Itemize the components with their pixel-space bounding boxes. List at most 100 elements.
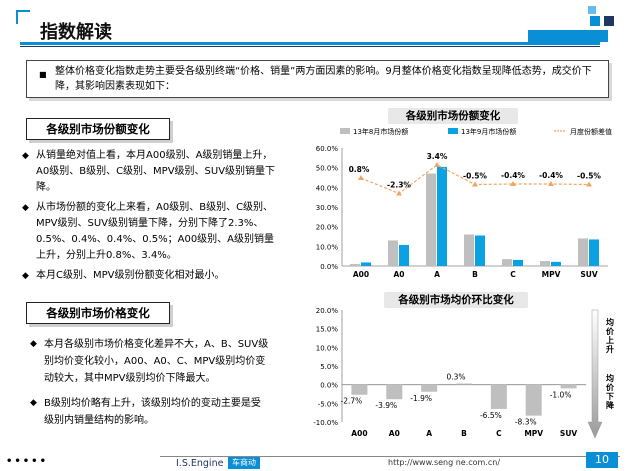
legend-swatch xyxy=(448,128,458,134)
bar-sep xyxy=(437,166,447,266)
square-bullet-icon: ■ xyxy=(39,70,47,79)
x-tick-label: MPV xyxy=(524,429,543,438)
bar-sep xyxy=(399,244,409,266)
footer-badge: 车商动 xyxy=(228,457,260,469)
y-tick-label: 10.0% xyxy=(316,344,339,352)
summary-box: ■ 整体价格变化指数走势主要受各级别终端“价格、销量”两方面因素的影响。9月整体… xyxy=(26,60,609,98)
bar-aug xyxy=(578,238,588,266)
data-label: -8.3% xyxy=(515,418,537,427)
y-tick-label: 10.0% xyxy=(316,243,339,251)
trend-point xyxy=(548,181,554,186)
x-tick-label: A xyxy=(426,429,432,438)
list-item: ◆ 从市场份额的变化上来看，A0级别、B级别、C级别、MPV级别、SUV级别销量下… xyxy=(22,202,275,261)
x-tick-label: B xyxy=(461,429,467,438)
legend-label: 月度份额差值 xyxy=(570,127,612,136)
data-label: -3.9% xyxy=(375,401,397,410)
x-tick-label: A xyxy=(434,270,440,279)
title-underline xyxy=(20,42,600,45)
bar-price-change xyxy=(386,384,403,400)
y-tick-label: 0.0% xyxy=(320,382,338,390)
section-heading-share: 各级别市场份额变化 xyxy=(26,118,170,140)
bar-sep xyxy=(475,235,485,266)
list-item: ◆ 本月C级别、MPV级别份额变化相对最小。 xyxy=(22,268,284,284)
legend-label: 13年9月市场份额 xyxy=(461,127,516,136)
y-tick-label: 20.0% xyxy=(316,224,339,232)
y-tick-label: 50.0% xyxy=(316,165,339,173)
legend-label: 13年8月市场份额 xyxy=(353,127,408,136)
price-up-label: 均价上升 xyxy=(606,318,614,354)
trend-point xyxy=(358,175,364,180)
bar-price-change xyxy=(456,383,472,385)
page-title: 指数解读 xyxy=(40,22,112,43)
bar-price-change xyxy=(351,384,368,395)
x-tick-label: A00 xyxy=(353,270,369,279)
y-tick-label: 0.0% xyxy=(320,263,338,271)
bar-price-change xyxy=(490,384,507,409)
title-underline-dark xyxy=(20,46,600,47)
price-chart: 20.0% 15.0% 10.0% 5.0% 0.0% -5.0% -10.0% -2.7% A… xyxy=(313,307,586,438)
share-chart: 13年8月市场份额 13年9月市场份额 月度份额差值 0.0% 10.0% 20.0% 30… xyxy=(316,127,612,279)
data-label: -0.5% xyxy=(577,172,601,181)
y-tick-label: 60.0% xyxy=(316,145,339,153)
x-tick-label: C xyxy=(510,270,516,279)
x-tick-label: A0 xyxy=(393,270,404,279)
x-tick-label: MPV xyxy=(542,270,561,279)
data-label: 0.8% xyxy=(349,165,370,174)
list-item: ◆ 从销量绝对值上看，本月A00级别、A级别销量上升，A0级别、B级别、C级别、M… xyxy=(22,150,276,193)
bar-price-change xyxy=(421,384,438,392)
diamond-bullet-icon: ◆ xyxy=(30,339,37,349)
y-tick-label: -10.0% xyxy=(313,419,338,427)
diamond-bullet-icon: ◆ xyxy=(30,398,37,408)
footer-dots: ••••• xyxy=(6,456,48,467)
bar-sep xyxy=(551,261,561,266)
corner-mark xyxy=(16,10,18,24)
y-tick-label: 30.0% xyxy=(316,204,339,212)
y-tick-label: 15.0% xyxy=(316,326,339,334)
bar-sep xyxy=(361,262,371,266)
data-label: -6.5% xyxy=(480,411,502,420)
x-tick-label: C xyxy=(496,429,502,438)
decor-square xyxy=(604,16,614,26)
x-tick-label: A00 xyxy=(351,429,367,438)
title-accent-block xyxy=(528,30,608,42)
trend-point xyxy=(586,181,592,187)
bar-price-change xyxy=(525,384,542,416)
section-heading-price: 各级别市场价格变化 xyxy=(26,302,170,324)
data-label: -1.9% xyxy=(410,394,432,403)
trend-point xyxy=(434,162,440,167)
price-direction-arrow-icon xyxy=(587,309,603,439)
data-label: -1.0% xyxy=(550,390,572,399)
page-number: 10 xyxy=(586,452,618,468)
price-bullets: ◆ 本月各级别市场价格变化差异不大，A、B、SUV级别均价变化较小，A00、A0、… xyxy=(30,336,270,433)
y-tick-label: 40.0% xyxy=(316,184,339,192)
x-tick-label: B xyxy=(472,270,478,279)
price-down-label: 均价下降 xyxy=(606,374,614,410)
chart-title-price: 各级别市场均价环比变化 xyxy=(384,292,528,308)
bar-sep xyxy=(513,259,523,266)
footer-brand: I.S.Engine xyxy=(176,458,224,469)
y-tick-label: 20.0% xyxy=(316,307,339,315)
y-tick-label: 5.0% xyxy=(320,363,338,371)
trend-point xyxy=(396,190,402,196)
summary-text: 整体价格变化指数走势主要受各级别终端“价格、销量”两方面因素的影响。9月整体价格… xyxy=(55,66,592,92)
list-item: ◆ B级别均价略有上升，该级别均价的变动主要是受级别内销量结构的影响。 xyxy=(30,395,270,429)
bar-aug xyxy=(388,240,398,266)
bar-aug xyxy=(464,234,474,266)
bar-aug xyxy=(350,264,360,266)
bar-sep xyxy=(589,239,599,266)
diamond-bullet-icon: ◆ xyxy=(22,151,29,161)
legend-swatch xyxy=(340,128,350,134)
list-item: ◆ 本月各级别市场价格变化差异不大，A、B、SUV级别均价变化较小，A00、A0、… xyxy=(30,336,270,387)
trend-point xyxy=(472,181,478,187)
decor-square xyxy=(588,6,596,14)
bar-aug xyxy=(426,173,436,266)
diamond-bullet-icon: ◆ xyxy=(22,203,29,213)
data-label: -0.4% xyxy=(539,171,563,180)
footer-url[interactable]: http://www.seng ne.com.cn/ xyxy=(388,458,501,467)
x-tick-label: A0 xyxy=(389,429,400,438)
data-label: -0.4% xyxy=(501,171,525,180)
share-bullets: ◆ 从销量绝对值上看，本月A00级别、A级别销量上升，A0级别、B级别、C级别、M… xyxy=(22,148,284,288)
footer-divider xyxy=(160,456,620,457)
corner-mark xyxy=(16,10,30,12)
data-label: 3.4% xyxy=(427,152,448,161)
